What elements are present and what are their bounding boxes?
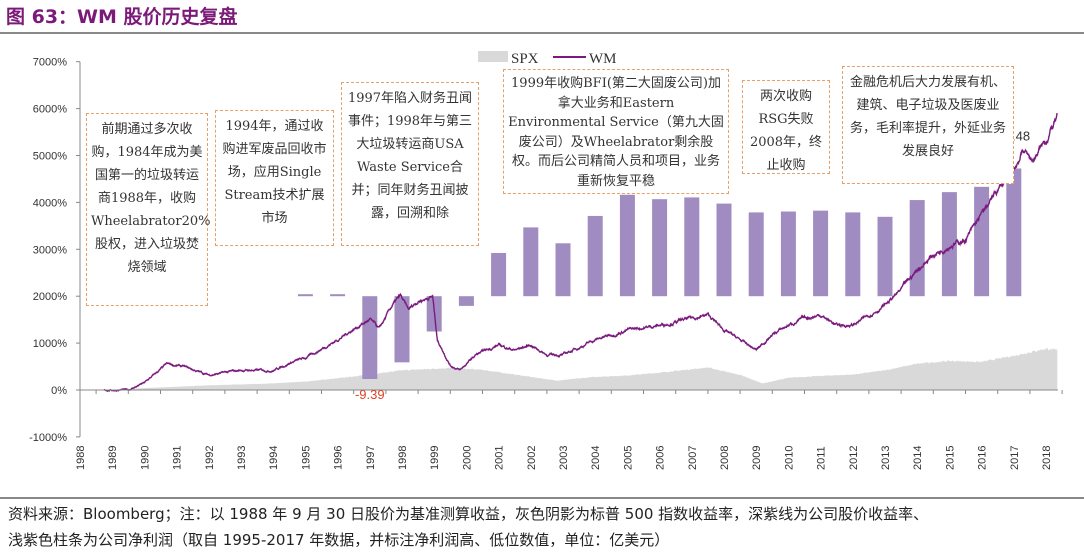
x-tick-label: 1988 — [75, 446, 87, 470]
figure-title: 图 63：WM 股价历史复盘 — [6, 6, 238, 28]
net-income-bar-1995 — [297, 294, 313, 297]
net-income-bar-2017 — [1006, 168, 1022, 297]
x-tick-label: 2013 — [880, 446, 892, 470]
x-tick-label: 2014 — [912, 446, 924, 470]
wm-line — [103, 112, 1058, 392]
x-tick-label: 2001 — [494, 446, 506, 470]
net-income-bar-2008 — [716, 203, 732, 297]
spx-area — [104, 348, 1058, 390]
net-income-bar-2010 — [780, 211, 796, 297]
title-divider — [0, 32, 1084, 34]
net-income-bar-2003 — [555, 243, 571, 297]
annotation-post-crisis: 金融危机后大力发展有机、建筑、电子垃圾及医废业务，毛利率提升，外延业务发展良好 — [842, 66, 1014, 184]
footnote-line-2: 浅紫色柱条为公司净利润（取自 1995-2017 年数据，并标注净利润高、低位数… — [8, 531, 670, 549]
x-tick-label: 2018 — [1041, 446, 1053, 470]
x-tick-label: 2003 — [558, 446, 570, 470]
x-tick-label: 2006 — [655, 446, 667, 470]
y-tick-label: 7000% — [33, 57, 67, 69]
x-tick-label: 1994 — [268, 446, 280, 470]
annotation-early-acquisitions: 前期通过多次收购，1984年成为美国第一的垃圾转运商1988年，收购Wheela… — [86, 113, 210, 306]
net-income-bar-2015 — [941, 192, 957, 297]
net-income-bar-2006 — [652, 199, 668, 297]
x-tick-label: 2010 — [783, 446, 795, 470]
x-tick-label: 2008 — [719, 446, 731, 470]
y-tick-label: 2000% — [33, 291, 67, 303]
annotation-1994-recycling: 1994年，通过收购进军废品回收市场，应用Single Stream技术扩展市场 — [215, 110, 334, 246]
x-tick-label: 1999 — [429, 446, 441, 470]
net-income-bar-1997 — [362, 296, 378, 380]
footnote-divider — [0, 497, 1084, 499]
chart: -1000% 0% 1000% 2000% 3000% 4000% 5000% 6000% 70… — [29, 51, 1063, 470]
net-income-bar-2001 — [491, 252, 507, 297]
net-income-bar-2000 — [458, 296, 474, 306]
x-tick-label: 2005 — [622, 446, 634, 470]
x-tick-label: 1995 — [300, 446, 312, 470]
x-tick-label: 2011 — [816, 446, 828, 470]
x-tick-label: 2000 — [461, 446, 473, 470]
x-tick-label: 1990 — [139, 446, 151, 470]
data-label-1997: -9.39 — [355, 387, 385, 402]
x-tick-label: 2009 — [751, 446, 763, 470]
net-income-bar-2002 — [523, 227, 539, 297]
net-income-bar-2011 — [813, 210, 829, 297]
x-tick-label: 1996 — [333, 446, 345, 470]
annotation-rsg: 两次收购RSG失败2008年，终止收购 — [742, 80, 830, 174]
net-income-bar-2016 — [974, 186, 990, 297]
x-tick-label: 2012 — [848, 446, 860, 470]
y-tick-label: 1000% — [33, 338, 67, 350]
x-tick-label: 2004 — [590, 446, 602, 470]
net-income-bar-2004 — [587, 215, 603, 297]
net-income-bar-2007 — [684, 197, 700, 297]
net-income-bar-1996 — [330, 294, 346, 297]
y-tick-label: 3000% — [33, 244, 67, 256]
footnote-line-1: 资料来源：Bloomberg；注：以 1988 年 9 月 30 日股价为基准测… — [8, 505, 929, 523]
y-tick-label: 6000% — [33, 104, 67, 116]
legend: SPX WM — [478, 51, 617, 67]
net-income-bar-2013 — [877, 216, 893, 297]
x-tick-label: 2016 — [977, 446, 989, 470]
net-income-bar-2012 — [845, 212, 861, 297]
x-tick-label: 2015 — [944, 446, 956, 470]
y-tick-label: 0% — [51, 385, 67, 397]
x-tick-label: 2007 — [687, 446, 699, 470]
x-tick-label: 2017 — [1009, 446, 1021, 470]
net-income-bar-1998 — [394, 296, 410, 363]
annotation-1997-scandal: 1997年陷入财务丑闻事件；1998年与第三大垃圾转运商USA Waste Se… — [341, 82, 479, 246]
x-tick-label: 1989 — [107, 446, 119, 470]
y-tick-label: 4000% — [33, 197, 67, 209]
net-income-bar-2005 — [619, 194, 635, 297]
net-income-bar-2014 — [909, 200, 925, 297]
x-tick-label: 1992 — [204, 446, 216, 470]
legend-label-wm: WM — [589, 51, 617, 67]
legend-label-spx: SPX — [511, 51, 539, 67]
legend-swatch-spx — [478, 51, 508, 62]
annotation-1999-bfi: 1999年收购BFI(第二大固废公司)加拿大业务和Eastern Environ… — [503, 69, 729, 194]
x-tick-label: 1993 — [236, 446, 248, 470]
x-tick-label: 1998 — [397, 446, 409, 470]
y-tick-label: 5000% — [33, 151, 67, 163]
x-tick-label: 2002 — [526, 446, 538, 470]
x-tick-label: 1991 — [172, 446, 184, 470]
net-income-bar-2009 — [748, 212, 764, 297]
x-tick-label: 1997 — [365, 446, 377, 470]
y-tick-label: -1000% — [29, 432, 67, 444]
